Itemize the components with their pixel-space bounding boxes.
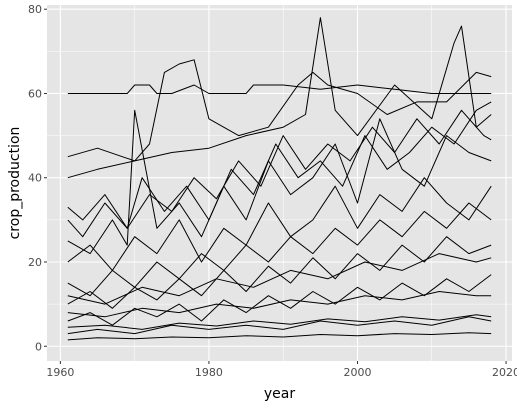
series-line-10 (67, 316, 492, 335)
series-line-13 (67, 253, 492, 305)
series-line-5 (67, 109, 492, 255)
x-tick-label: 2000 (343, 366, 371, 379)
series-line-1 (67, 84, 492, 94)
series-line-7 (67, 202, 492, 297)
series-line-15 (67, 314, 492, 330)
x-tick-label: 1960 (46, 366, 74, 379)
y-tick-label: 0 (35, 340, 42, 353)
x-axis: 1960 1980 2000 2020 (46, 361, 517, 379)
y-tick-label: 80 (28, 3, 42, 16)
y-axis-title: crop_production (7, 127, 23, 240)
series-line-3 (67, 17, 492, 179)
series-line-11 (67, 332, 492, 341)
y-axis: 0 20 40 60 80 (28, 3, 47, 353)
series-line-4 (67, 101, 492, 229)
x-tick-label: 1980 (195, 366, 223, 379)
y-tick-label: 40 (28, 172, 42, 185)
y-tick-label: 20 (28, 256, 42, 269)
series-line-2 (67, 59, 492, 162)
series-line-6 (67, 177, 492, 271)
y-tick-label: 60 (28, 87, 42, 100)
series-line-12 (67, 109, 492, 238)
series-lines (67, 17, 492, 341)
x-axis-title: year (264, 386, 295, 402)
series-line-14 (67, 291, 492, 318)
x-tick-label: 2020 (492, 366, 517, 379)
plot-panel (47, 5, 512, 361)
